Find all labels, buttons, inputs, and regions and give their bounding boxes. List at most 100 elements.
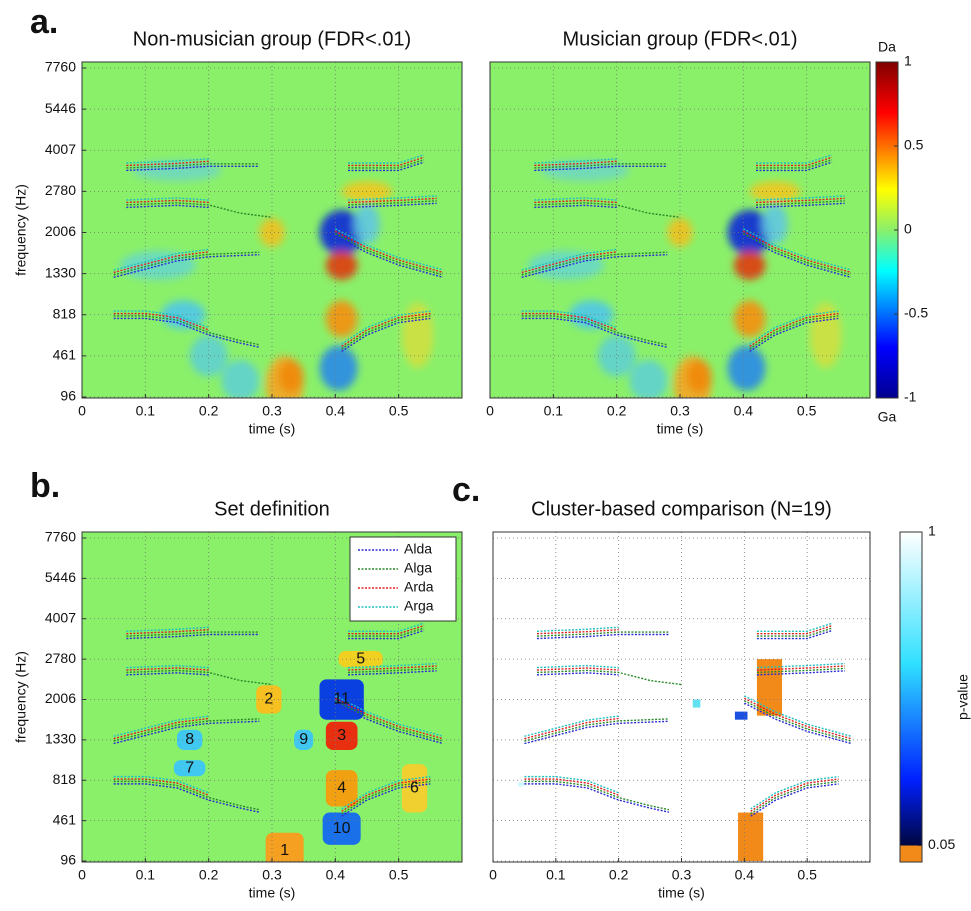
formant-trace bbox=[744, 702, 852, 745]
formant-trace bbox=[756, 622, 833, 632]
formant-trace bbox=[113, 315, 260, 346]
formant-trace bbox=[749, 310, 839, 345]
heat-blob bbox=[667, 218, 693, 247]
colorbar-significant bbox=[900, 845, 922, 862]
formant-trace bbox=[347, 670, 437, 676]
formant-trace bbox=[521, 254, 668, 279]
formant-trace bbox=[347, 202, 437, 209]
x-axis-label: time (s) bbox=[658, 885, 705, 901]
formant-trace bbox=[348, 161, 425, 172]
colorbar-tick-label: 1 bbox=[928, 523, 936, 539]
x-tick-label: 0.3 bbox=[262, 867, 282, 883]
colorbar-tick-label: 0.5 bbox=[904, 137, 924, 153]
formant-trace bbox=[126, 199, 209, 204]
colorbar-top-label: Da bbox=[878, 39, 896, 55]
colorbar-tick-label: 1 bbox=[904, 53, 912, 69]
heat-blob bbox=[325, 300, 358, 338]
formant-trace bbox=[126, 628, 209, 635]
formant-trace bbox=[341, 778, 431, 812]
formant-trace bbox=[534, 204, 617, 209]
x-tick-label: 0 bbox=[486, 403, 494, 419]
heat-blob bbox=[221, 360, 260, 398]
heat-blob bbox=[597, 335, 636, 377]
y-tick-label: 1330 bbox=[45, 264, 76, 280]
formant-trace bbox=[524, 720, 669, 745]
formant-trace bbox=[534, 163, 668, 169]
y-tick-label: 5446 bbox=[45, 569, 76, 585]
formant-trace bbox=[113, 317, 260, 348]
formant-trace bbox=[113, 778, 209, 796]
formant-trace bbox=[744, 695, 852, 737]
colorbar-bottom-label: Ga bbox=[878, 409, 897, 425]
formant-trace bbox=[534, 197, 617, 201]
cluster-label: 7 bbox=[185, 759, 194, 776]
formant-trace bbox=[347, 665, 437, 671]
x-tick-label: 0.4 bbox=[735, 867, 755, 883]
formant-trace bbox=[347, 667, 437, 674]
formant-trace bbox=[756, 629, 833, 640]
legend-box bbox=[349, 536, 457, 622]
heat-blob bbox=[762, 203, 788, 245]
y-tick-label: 818 bbox=[53, 305, 77, 321]
formant-trace bbox=[534, 199, 617, 204]
x-tick-label: 0.4 bbox=[734, 403, 754, 419]
formant-trace bbox=[534, 158, 617, 164]
formant-trace bbox=[756, 627, 833, 637]
formant-trace bbox=[521, 251, 668, 276]
heat-blob bbox=[686, 360, 712, 393]
formant-trace bbox=[341, 310, 431, 345]
formant-trace bbox=[126, 633, 260, 640]
colorbar bbox=[900, 532, 922, 862]
formant-trace bbox=[750, 783, 839, 817]
formant-trace bbox=[749, 317, 839, 352]
x-tick-label: 0.5 bbox=[797, 403, 817, 419]
x-tick-label: 0.3 bbox=[262, 403, 282, 419]
formant-trace bbox=[756, 624, 833, 635]
formant-trace bbox=[524, 717, 619, 740]
formant-trace bbox=[536, 672, 619, 676]
x-tick-label: 0 bbox=[78, 867, 86, 883]
cluster-label: 10 bbox=[333, 820, 351, 837]
formant-trace bbox=[536, 631, 669, 637]
cluster-blob bbox=[177, 729, 203, 750]
colorbar-frame bbox=[899, 531, 923, 863]
y-tick-label: 2780 bbox=[45, 650, 76, 666]
formant-trace bbox=[126, 672, 209, 676]
cluster-label: 9 bbox=[299, 731, 308, 748]
x-tick-label: 0.2 bbox=[609, 867, 629, 883]
formant-trace bbox=[756, 667, 845, 674]
formant-trace bbox=[126, 197, 209, 201]
formant-trace bbox=[536, 664, 619, 669]
heat-blob bbox=[278, 360, 304, 393]
cluster-blob bbox=[325, 770, 358, 807]
formant-trace bbox=[341, 775, 431, 810]
y-axis-label: frequency (Hz) bbox=[13, 651, 29, 743]
formant-trace bbox=[750, 780, 839, 815]
formant-trace bbox=[536, 633, 669, 640]
legend-label: Alga bbox=[404, 560, 432, 576]
formant-trace bbox=[347, 195, 437, 201]
formant-trace bbox=[536, 667, 619, 671]
x-tick-label: 0.3 bbox=[670, 403, 690, 419]
x-axis-label: time (s) bbox=[249, 421, 296, 437]
formant-trace bbox=[755, 202, 845, 209]
cluster-block bbox=[734, 711, 748, 720]
formant-trace bbox=[521, 310, 617, 329]
cluster-blob bbox=[325, 721, 358, 750]
formant-trace bbox=[524, 778, 619, 796]
colorbar-label: p-value bbox=[955, 674, 971, 720]
formant-trace bbox=[113, 251, 260, 276]
formant-trace bbox=[113, 775, 209, 794]
y-tick-label: 96 bbox=[60, 852, 76, 868]
formant-trace bbox=[113, 251, 209, 274]
formant-trace bbox=[126, 631, 260, 637]
chart-title: Cluster-based comparison (N=19) bbox=[531, 498, 832, 520]
heat-blob bbox=[325, 251, 358, 280]
chart-title: Non-musician group (FDR<.01) bbox=[133, 28, 411, 50]
heat-blob bbox=[259, 218, 285, 247]
formant-trace bbox=[536, 626, 619, 632]
formant-trace bbox=[756, 161, 833, 172]
x-tick-label: 0.4 bbox=[326, 403, 346, 419]
plot-area bbox=[490, 62, 870, 398]
